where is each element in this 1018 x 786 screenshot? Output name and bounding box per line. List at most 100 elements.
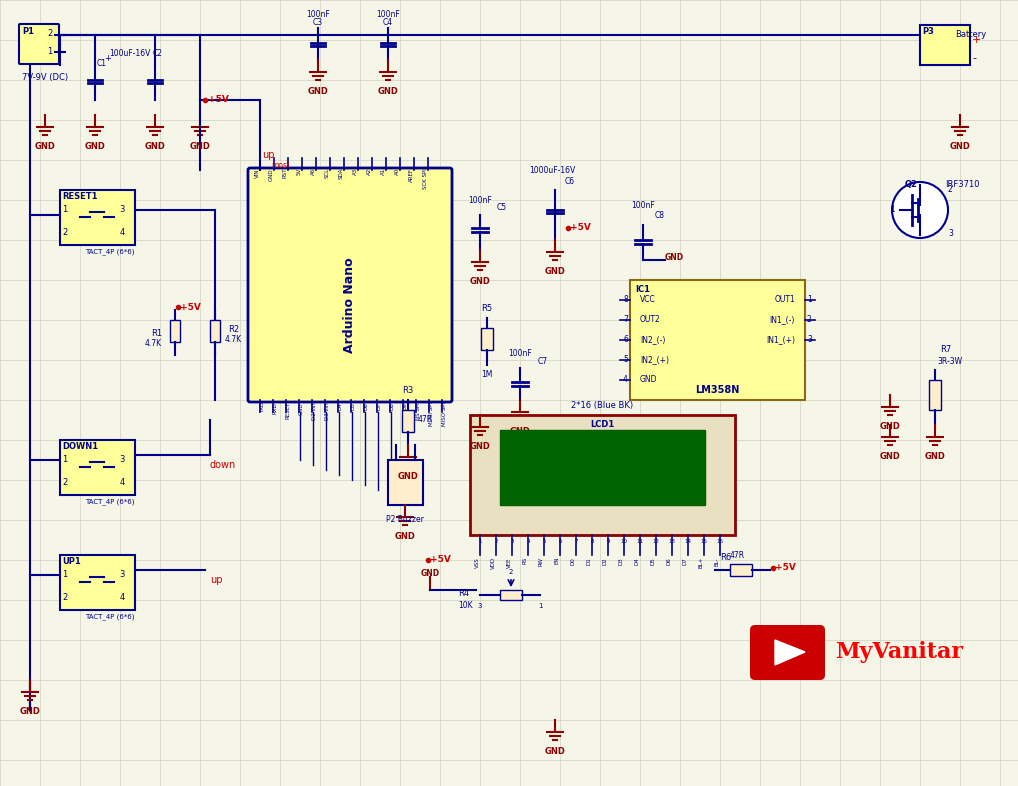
Text: down: down [210, 460, 236, 470]
Text: 3: 3 [510, 539, 514, 544]
Text: GND: GND [145, 142, 166, 151]
Bar [60, 190, 135, 245]
Text: 4: 4 [120, 593, 125, 602]
Text: 100nF: 100nF [508, 349, 531, 358]
Text: 4: 4 [120, 228, 125, 237]
Text: IN1_(-): IN1_(-) [770, 315, 795, 325]
Text: 4.7K: 4.7K [145, 339, 162, 347]
Text: 1000uF-16V: 1000uF-16V [529, 166, 575, 175]
Text: C7: C7 [538, 357, 548, 366]
Text: 3R-3W: 3R-3W [937, 358, 962, 366]
Text: 3: 3 [477, 603, 483, 609]
Text: up: up [210, 575, 223, 585]
Text: C4: C4 [383, 18, 393, 27]
Text: 3: 3 [120, 455, 125, 464]
FancyBboxPatch shape [248, 168, 452, 402]
Text: SCL: SCL [325, 168, 330, 178]
FancyBboxPatch shape [750, 625, 825, 680]
Text: D8: D8 [390, 402, 395, 410]
Text: C1: C1 [97, 59, 107, 68]
Text: 11: 11 [636, 539, 643, 544]
Text: D9: D9 [403, 402, 408, 410]
Polygon shape [775, 640, 805, 665]
Text: 1: 1 [478, 539, 482, 544]
Text: GND: GND [84, 142, 106, 151]
Text: RS: RS [523, 557, 528, 564]
Text: GND: GND [398, 472, 418, 481]
Text: SCK SPI: SCK SPI [423, 168, 428, 189]
Text: GND: GND [545, 747, 565, 756]
Text: D5: D5 [651, 557, 656, 565]
Text: Battery: Battery [955, 30, 986, 39]
Text: R3: R3 [402, 386, 413, 395]
Text: 5: 5 [543, 539, 546, 544]
Text: C2: C2 [153, 49, 163, 58]
Text: 2*16 (Blue BK): 2*16 (Blue BK) [571, 401, 633, 410]
Text: P1: P1 [22, 27, 34, 36]
Text: D3: D3 [619, 557, 624, 565]
Text: 3: 3 [807, 336, 812, 344]
Text: C6: C6 [565, 177, 575, 186]
Text: R1: R1 [151, 329, 162, 337]
Text: 7: 7 [623, 315, 628, 325]
Text: IN2_(+): IN2_(+) [640, 355, 669, 365]
Text: 4: 4 [526, 539, 529, 544]
Text: 8: 8 [623, 296, 628, 304]
Text: GND: GND [299, 402, 304, 415]
Text: DOWN1: DOWN1 [62, 442, 98, 451]
Text: 100uF-16V: 100uF-16V [109, 49, 151, 58]
Text: 100nF: 100nF [376, 10, 400, 19]
Text: P2 Buzzer: P2 Buzzer [386, 515, 423, 524]
Text: 10: 10 [621, 539, 627, 544]
Text: 3: 3 [120, 205, 125, 214]
Text: RW: RW [539, 557, 544, 566]
Text: A3: A3 [353, 168, 358, 175]
Text: BL-: BL- [715, 557, 720, 565]
Text: C5: C5 [497, 203, 507, 212]
Text: GND: GND [924, 452, 946, 461]
Text: VCC: VCC [640, 296, 656, 304]
Bar [480, 328, 493, 350]
Bar [470, 415, 735, 535]
Text: MyVanitar: MyVanitar [835, 641, 963, 663]
Text: GND: GND [640, 376, 658, 384]
Text: +: + [105, 54, 111, 63]
Text: GND: GND [950, 142, 970, 151]
Text: RESET1: RESET1 [62, 192, 98, 201]
Text: D1: D1 [587, 557, 592, 565]
Bar [60, 440, 135, 495]
Circle shape [892, 182, 948, 238]
Text: up: up [262, 150, 274, 160]
Text: OUT2: OUT2 [640, 315, 661, 325]
Text: 9: 9 [607, 539, 610, 544]
Text: IC1: IC1 [635, 285, 651, 294]
Text: EN: EN [555, 557, 560, 564]
Text: VSS: VSS [475, 557, 480, 567]
Text: D6: D6 [667, 557, 672, 565]
FancyBboxPatch shape [19, 24, 59, 64]
Bar [210, 320, 220, 342]
Text: GND: GND [307, 87, 329, 96]
Text: 1M: 1M [482, 370, 493, 379]
Text: 47R: 47R [418, 416, 433, 424]
Text: 100nF: 100nF [306, 10, 330, 19]
Text: A6: A6 [312, 168, 316, 175]
Text: MISO SPI: MISO SPI [442, 402, 447, 426]
Bar [500, 590, 522, 600]
Text: GND: GND [378, 87, 398, 96]
Text: VIN: VIN [254, 168, 260, 178]
Text: GND: GND [395, 532, 415, 541]
Text: 2: 2 [62, 228, 67, 237]
Text: VEE: VEE [507, 557, 512, 567]
Text: D3 INT: D3 INT [325, 402, 330, 421]
Text: 2: 2 [948, 185, 953, 194]
Text: SDA: SDA [339, 168, 344, 179]
Text: 5V: 5V [297, 168, 302, 175]
Text: D7: D7 [377, 402, 382, 410]
Text: GND: GND [469, 277, 491, 286]
Bar [402, 410, 414, 432]
Text: D6: D6 [364, 402, 369, 410]
Text: R2: R2 [228, 325, 239, 335]
Text: 4: 4 [120, 478, 125, 487]
Bar [170, 320, 180, 342]
